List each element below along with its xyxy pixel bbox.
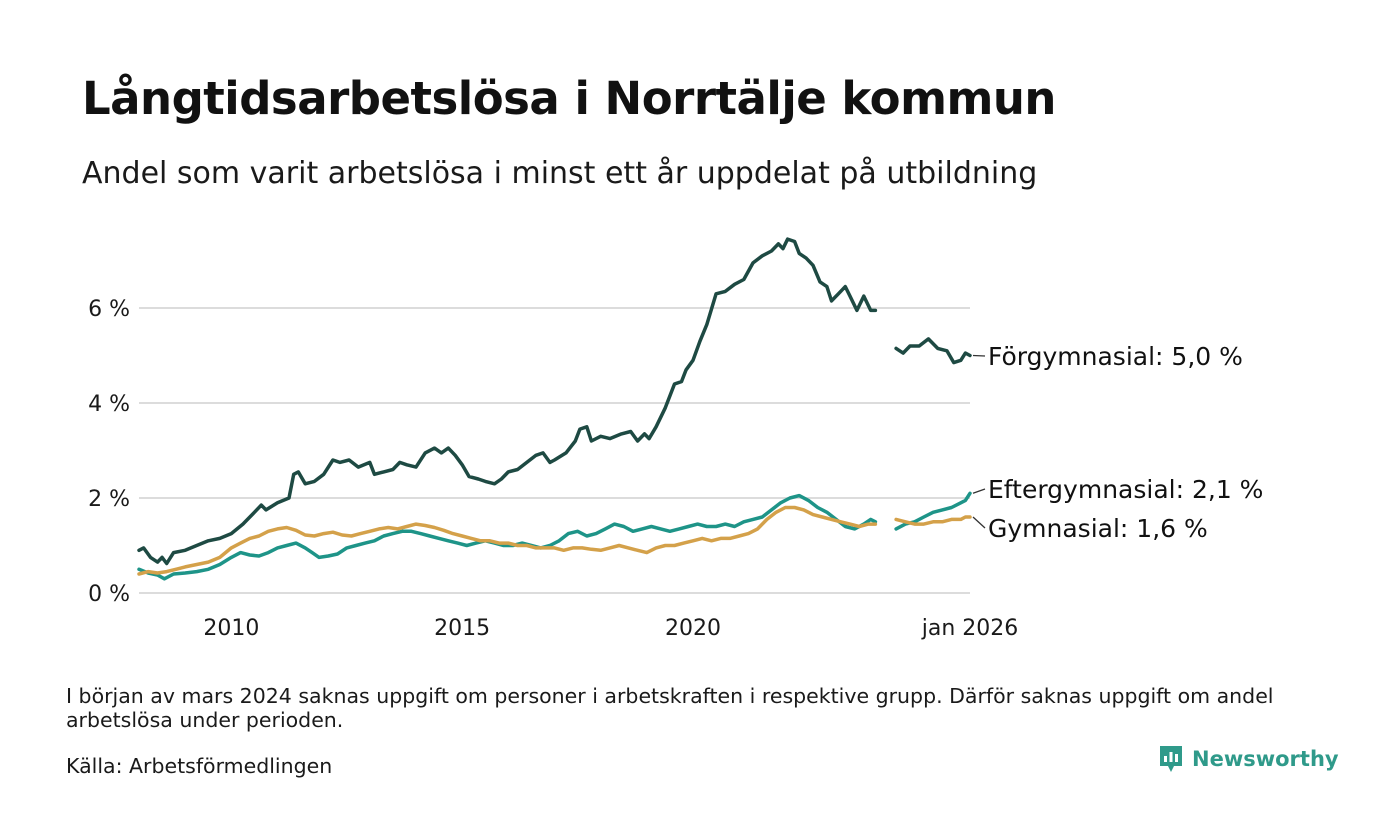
newsworthy-logo[interactable]: Newsworthy — [1158, 744, 1339, 774]
series-line-gymnasial — [137, 505, 972, 576]
x-tick-label: jan 2026 — [921, 616, 1019, 641]
logo-text: Newsworthy — [1192, 747, 1339, 771]
x-tick-label: 2015 — [434, 616, 490, 641]
y-tick-label: 6 % — [88, 297, 130, 322]
line-chart: 0 % 2 % 4 % 6 % 2010 2015 2020 jan 2026 Förgym… — [88, 237, 1263, 641]
chart-subtitle: Andel som varit arbetslösa i minst ett å… — [82, 156, 1038, 191]
series-label-gymnasial: Gymnasial: 1,6 % — [988, 514, 1208, 543]
y-tick-label: 4 % — [88, 392, 130, 417]
y-tick-label: 2 % — [88, 487, 130, 512]
y-tick-label: 0 % — [88, 582, 130, 607]
series-label-eftergymnasial: Eftergymnasial: 2,1 % — [988, 475, 1263, 504]
x-tick-label: 2020 — [665, 616, 721, 641]
gridlines — [139, 307, 970, 594]
footnote: I början av mars 2024 saknas uppgift om … — [66, 684, 1274, 732]
source-text: Källa: Arbetsförmedlingen — [66, 754, 333, 778]
series-lines — [137, 237, 972, 581]
label-connector — [972, 354, 986, 357]
chart-title: Långtidsarbetslösa i Norrtälje kommun — [82, 72, 1056, 125]
y-axis-ticks: 0 % 2 % 4 % 6 % — [88, 297, 130, 607]
series-label-förgymnasial: Förgymnasial: 5,0 % — [988, 342, 1243, 371]
x-axis-ticks: 2010 2015 2020 jan 2026 — [203, 616, 1018, 641]
newsworthy-logo-icon — [1160, 746, 1182, 772]
series-line-förgymnasial — [137, 237, 972, 566]
label-connector — [972, 488, 986, 494]
series-labels: Förgymnasial: 5,0 % Eftergymnasial: 2,1 %… — [972, 342, 1263, 543]
x-tick-label: 2010 — [203, 616, 259, 641]
label-connector — [972, 516, 986, 529]
